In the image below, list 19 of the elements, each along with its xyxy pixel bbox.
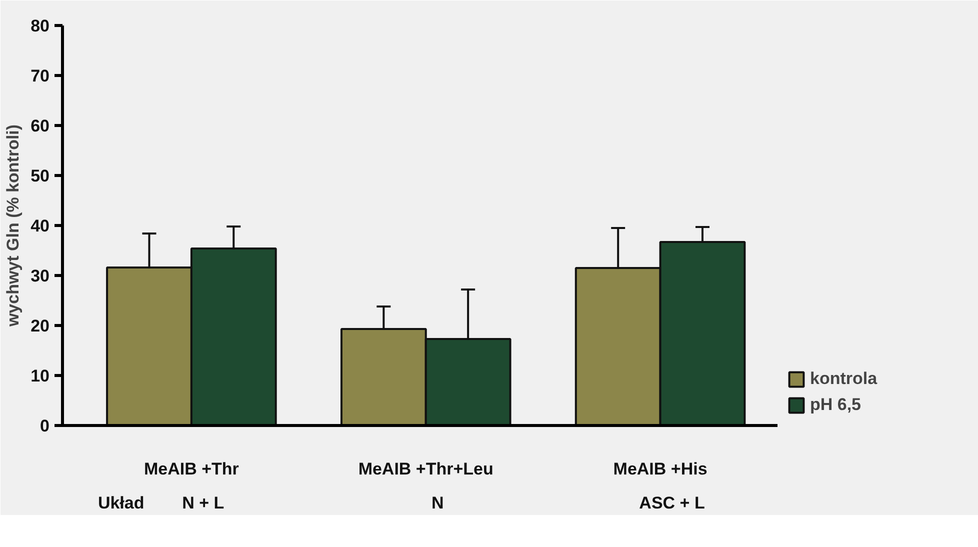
text: N + L	[182, 494, 224, 512]
x-tick-label: MeAIB +Thr+Leu	[358, 460, 494, 478]
y-tick-label: 50	[30, 166, 50, 186]
text: ASC + L	[639, 494, 705, 512]
y-tick-label: 20	[30, 316, 50, 336]
y-tick-label: 10	[30, 366, 50, 386]
y-tick-label: 40	[30, 216, 50, 236]
y-tick-label: 0	[40, 416, 50, 436]
legend-label: pH 6,5	[810, 395, 862, 415]
y-tick-label: 70	[30, 66, 50, 86]
y-tick-label: 80	[30, 16, 50, 36]
text: N	[431, 494, 444, 512]
x-tick-label: MeAIB +His	[613, 460, 708, 478]
y-tick-label: 60	[30, 116, 50, 136]
x-tick-label: MeAIB +Thr	[144, 460, 240, 478]
y-tick-label: 30	[30, 266, 50, 286]
legend-label: kontrola	[810, 369, 878, 389]
y-axis-title: wychwyt Gln (% kontroli)	[4, 124, 23, 328]
text: Układ	[98, 494, 144, 512]
